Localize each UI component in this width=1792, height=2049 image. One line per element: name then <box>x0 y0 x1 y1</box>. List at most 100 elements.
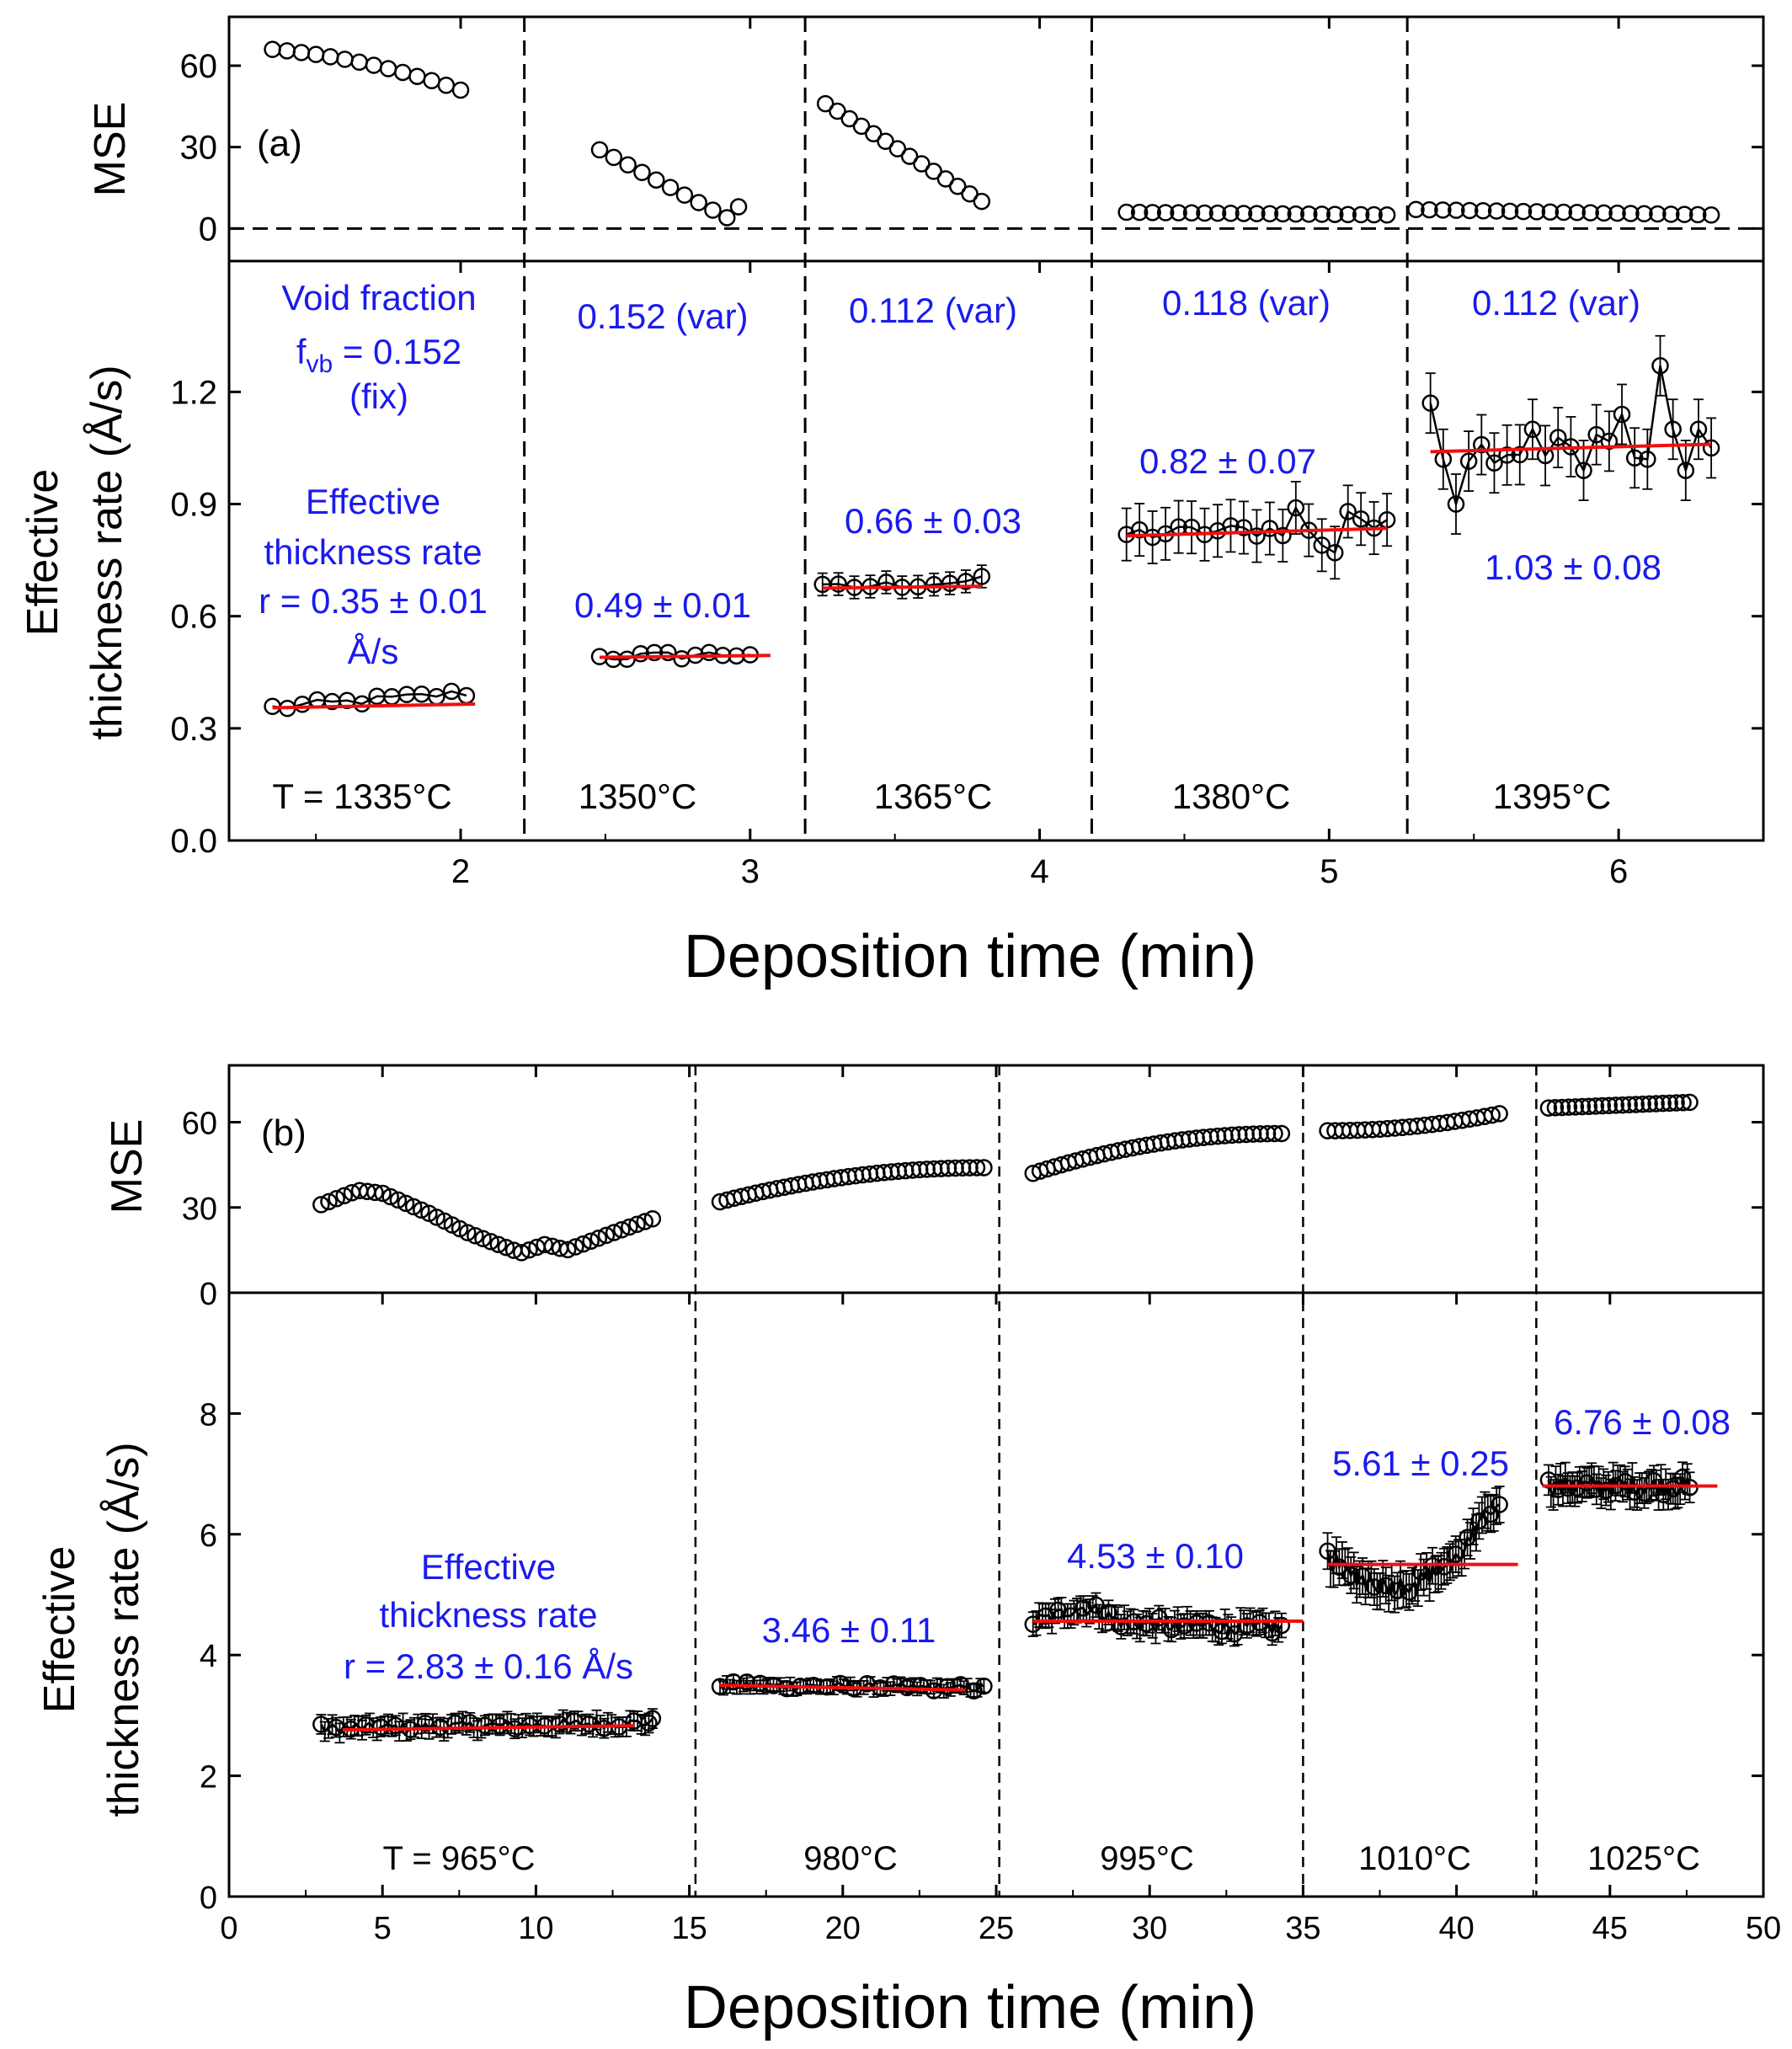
mse-marker <box>474 1230 492 1247</box>
mse-marker <box>467 1226 484 1245</box>
rate-marker <box>1485 454 1503 472</box>
mse-marker <box>729 198 748 216</box>
annotation-rate-3: 0.66 ± 0.03 <box>845 501 1021 541</box>
rate-marker <box>778 1679 796 1698</box>
rate-y-tick-label: 2 <box>200 1760 217 1796</box>
rate-y-tick-label: 1.2 <box>170 374 217 411</box>
mse-marker <box>520 1241 538 1259</box>
rate-y-tick-label: 0 <box>200 1881 217 1916</box>
rate-marker <box>1287 499 1305 517</box>
panel-b-axes: 0 5 10 15 20 25 30 35 40 45 50 0 30 60 0 2 4 6 8 <box>182 1064 1781 1946</box>
rate-y-tick-label: 4 <box>200 1639 217 1674</box>
panel-b-temperatures: T = 965°C 980°C 995°C 1010°C 1025°C <box>383 1840 1700 1877</box>
mse-marker <box>1300 205 1318 223</box>
temp-label-1350: 1350°C <box>579 776 697 816</box>
annotation-void-fraction-fix: (fix) <box>349 376 408 416</box>
annotation-rate-2: 3.46 ± 0.11 <box>762 1610 936 1650</box>
panel-b-label: (b) <box>261 1113 307 1154</box>
x-tick-label: 15 <box>671 1911 707 1946</box>
annotation-rate-label-3: r = 0.35 ± 0.01 <box>259 581 488 621</box>
x-tick-label: 45 <box>1592 1911 1628 1946</box>
mse-marker <box>590 141 609 159</box>
rate-marker <box>659 643 677 662</box>
mse-marker <box>816 94 835 113</box>
x-tick-label: 50 <box>1746 1911 1781 1946</box>
mse-marker <box>1170 204 1187 221</box>
x-tick-label: 0 <box>220 1911 237 1946</box>
mse-marker <box>374 1184 392 1203</box>
annotation-var-5: 0.112 (var) <box>1472 283 1640 323</box>
panel-b-annotations: Effective thickness rate r = 2.83 ± 0.16… <box>344 1402 1731 1686</box>
annotation-rate-label-4: Å/s <box>348 632 399 671</box>
rate-y-tick-label: 6 <box>200 1518 217 1554</box>
mse-marker <box>1607 1097 1624 1114</box>
mse-marker <box>661 179 680 196</box>
panel-b: 0 5 10 15 20 25 30 35 40 45 50 0 30 60 0 2 4 6 8 (b) MSE E… <box>35 1064 1781 2041</box>
mse-marker <box>975 1159 993 1177</box>
void-fraction-value: = 0.152 <box>333 332 461 371</box>
mse-marker <box>888 140 907 157</box>
mse-marker <box>1528 203 1546 221</box>
mse-marker <box>961 184 979 203</box>
mse-marker <box>1600 1097 1619 1114</box>
mse-marker <box>1474 201 1492 220</box>
panel-b-xlabel: Deposition time (min) <box>684 1974 1256 2041</box>
rate-marker <box>1213 1622 1231 1641</box>
mse-marker <box>1287 205 1305 223</box>
mse-marker <box>1566 1098 1585 1116</box>
mse-marker <box>1365 205 1383 224</box>
mse-marker <box>423 72 440 90</box>
mse-marker <box>567 1238 584 1256</box>
rate-marker <box>1498 446 1516 464</box>
mse-marker <box>413 1201 430 1219</box>
mse-marker <box>336 51 354 68</box>
rate-marker <box>457 686 476 705</box>
mse-marker <box>1560 1098 1578 1116</box>
rate-marker <box>1389 1582 1406 1600</box>
mse-marker <box>1593 1097 1612 1115</box>
mse-marker <box>312 1196 330 1214</box>
mse-marker <box>1539 1099 1558 1117</box>
mse-marker <box>613 1221 631 1239</box>
mse-plot-frame <box>227 15 1765 263</box>
linear-fit-line <box>342 1724 635 1732</box>
void-fraction-f: f <box>296 332 307 371</box>
rate-marker <box>1274 526 1292 545</box>
rate-marker <box>1272 1616 1291 1635</box>
mse-marker <box>458 1224 477 1241</box>
rate-marker <box>1447 495 1465 513</box>
panel-b-data <box>312 1093 1699 1744</box>
panel-a-xlabel: Deposition time (min) <box>684 923 1256 990</box>
x-tick-label: 35 <box>1285 1911 1320 1946</box>
mse-marker <box>1649 205 1667 223</box>
mse-marker <box>365 56 383 74</box>
mse-marker <box>1662 205 1680 223</box>
annotation-rate-label-2: thickness rate <box>379 1595 597 1635</box>
rate-marker <box>973 568 991 585</box>
mse-marker <box>381 1187 399 1206</box>
mse-marker <box>1568 204 1586 221</box>
x-tick-label: 6 <box>1609 853 1628 890</box>
annotation-var-3: 0.112 (var) <box>849 291 1017 330</box>
temp-label-1395: 1395°C <box>1493 776 1612 816</box>
rate-marker <box>1625 449 1644 467</box>
linear-fit-line <box>822 584 982 590</box>
mse-marker <box>949 178 967 195</box>
x-tick-label: 20 <box>825 1911 861 1946</box>
mse-marker <box>1272 1124 1291 1143</box>
linear-fit-line <box>720 1683 966 1692</box>
x-tick-label: 25 <box>979 1911 1014 1946</box>
mse-marker <box>1274 205 1292 223</box>
mse-marker <box>877 132 894 150</box>
mse-marker <box>1620 1096 1638 1114</box>
rate-y-tick-label: 0.3 <box>170 711 217 748</box>
mse-marker <box>973 192 991 211</box>
mse-marker <box>1483 1106 1501 1124</box>
rate-marker <box>1200 1614 1219 1632</box>
rate-marker <box>829 575 847 593</box>
mse-marker <box>489 1235 508 1253</box>
rate-marker <box>1613 405 1631 424</box>
rate-marker <box>1511 446 1529 464</box>
temp-label-1010: 1010°C <box>1358 1840 1471 1877</box>
linear-fit-line <box>1126 526 1388 538</box>
